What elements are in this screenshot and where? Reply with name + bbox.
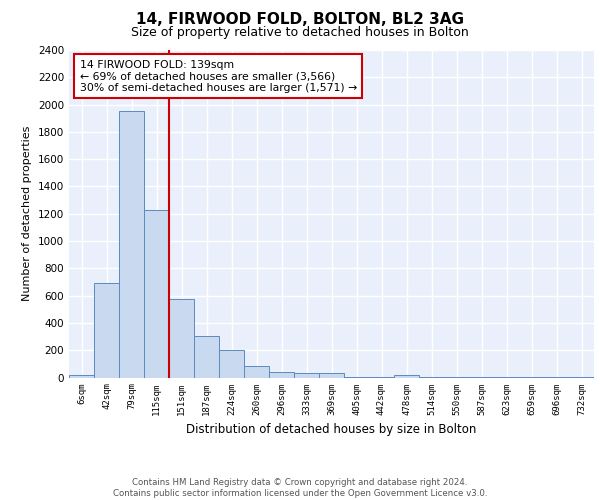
Bar bbox=[194, 336, 219, 378]
Bar bbox=[119, 112, 144, 378]
Bar bbox=[519, 377, 544, 378]
Text: Contains HM Land Registry data © Crown copyright and database right 2024.
Contai: Contains HM Land Registry data © Crown c… bbox=[113, 478, 487, 498]
Bar bbox=[94, 284, 119, 378]
Bar bbox=[469, 377, 494, 378]
Bar bbox=[269, 372, 294, 378]
Bar bbox=[219, 350, 244, 378]
Text: 14, FIRWOOD FOLD, BOLTON, BL2 3AG: 14, FIRWOOD FOLD, BOLTON, BL2 3AG bbox=[136, 12, 464, 28]
Bar bbox=[169, 299, 194, 378]
Bar bbox=[344, 377, 369, 378]
Bar bbox=[544, 377, 569, 378]
Bar bbox=[244, 366, 269, 378]
Text: Size of property relative to detached houses in Bolton: Size of property relative to detached ho… bbox=[131, 26, 469, 39]
Bar bbox=[494, 377, 519, 378]
Bar bbox=[444, 377, 469, 378]
Bar bbox=[69, 375, 94, 378]
X-axis label: Distribution of detached houses by size in Bolton: Distribution of detached houses by size … bbox=[187, 423, 476, 436]
Bar bbox=[419, 377, 444, 378]
Bar bbox=[144, 210, 169, 378]
Bar bbox=[369, 377, 394, 378]
Bar bbox=[319, 374, 344, 378]
Bar bbox=[294, 374, 319, 378]
Text: 14 FIRWOOD FOLD: 139sqm
← 69% of detached houses are smaller (3,566)
30% of semi: 14 FIRWOOD FOLD: 139sqm ← 69% of detache… bbox=[79, 60, 357, 93]
Bar bbox=[569, 377, 594, 378]
Bar bbox=[394, 375, 419, 378]
Y-axis label: Number of detached properties: Number of detached properties bbox=[22, 126, 32, 302]
